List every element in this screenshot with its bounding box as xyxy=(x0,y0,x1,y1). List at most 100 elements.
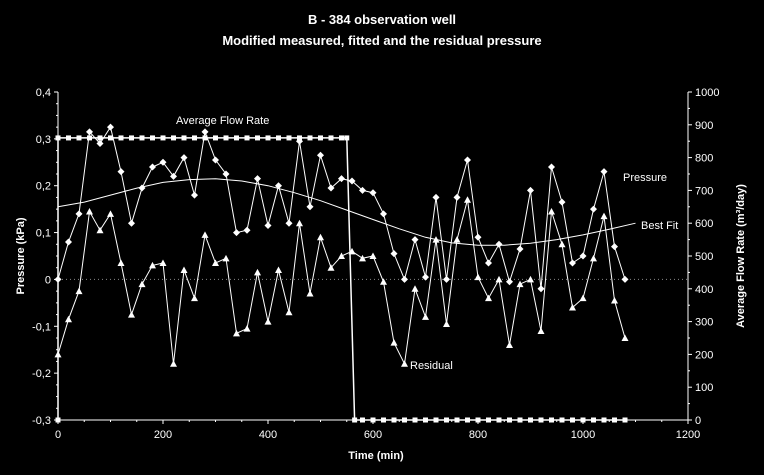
pressure-point xyxy=(254,175,261,183)
flow-rate-point xyxy=(360,417,365,423)
y-tick-label: 0,4 xyxy=(36,87,51,99)
residual-point xyxy=(243,325,251,332)
pressure-point xyxy=(180,154,188,162)
residual-point xyxy=(443,320,450,327)
pressure-point xyxy=(558,198,566,206)
flow-rate-point xyxy=(412,417,418,423)
y-tick-label: -0,2 xyxy=(32,368,51,380)
residual-point xyxy=(621,334,629,341)
pressure-point xyxy=(621,275,629,283)
pressure-point xyxy=(380,210,387,218)
flow-rate-point xyxy=(344,135,350,141)
flow-rate-point xyxy=(171,135,176,141)
flow-rate-annotation: Average Flow Rate xyxy=(176,115,269,127)
flow-rate-point xyxy=(528,417,533,423)
y-tick-label: 0,3 xyxy=(36,134,51,146)
flow-rate-point xyxy=(244,135,250,141)
y2-tick-label: 300 xyxy=(695,317,713,329)
pressure-point xyxy=(422,273,429,281)
flow-rate-point xyxy=(549,417,554,423)
pressure-point xyxy=(75,210,83,218)
residual-point xyxy=(212,259,219,267)
flow-rate-point xyxy=(570,417,575,423)
y2-tick-label: 0 xyxy=(695,415,701,427)
flow-rate-point xyxy=(433,417,439,423)
flow-rate-point xyxy=(465,417,470,423)
residual-point xyxy=(86,207,93,215)
residual-point xyxy=(537,327,545,334)
flow-rate-point xyxy=(601,417,607,423)
pressure-point xyxy=(443,275,450,283)
pressure-point xyxy=(275,182,282,190)
flow-rate-point xyxy=(223,135,229,141)
x-tick-label: 1200 xyxy=(676,429,700,441)
residual-point xyxy=(411,285,419,292)
pressure-point xyxy=(212,156,219,164)
flow-rate-point xyxy=(297,135,302,141)
residual-point xyxy=(159,259,167,267)
flow-rate-point xyxy=(496,417,502,423)
pressure-point xyxy=(401,275,408,283)
residual-point xyxy=(548,207,555,215)
residual-point xyxy=(222,254,230,262)
residual-annotation: Residual xyxy=(410,360,453,372)
residual-point xyxy=(600,212,608,220)
pressure-point xyxy=(495,240,503,248)
pressure-point xyxy=(170,172,177,180)
y2-tick-label: 800 xyxy=(695,153,713,165)
pressure-annotation: Pressure xyxy=(623,172,667,184)
residual-point xyxy=(254,268,261,276)
y2-tick-label: 500 xyxy=(695,251,713,263)
axes: -0,3 -0,2 -0,1 0 0,1 0,2 0,3 0,4 0 100 200 300 400 50… xyxy=(32,87,719,441)
pressure-point xyxy=(348,177,356,185)
y2-tick-label: 700 xyxy=(695,185,713,197)
pressure-point xyxy=(327,184,335,192)
residual-point xyxy=(138,280,146,288)
flow-rate-point xyxy=(402,417,407,423)
residual-point xyxy=(464,196,471,203)
pressure-point xyxy=(537,285,545,293)
pressure-point xyxy=(201,128,209,136)
pressure-point xyxy=(317,151,324,159)
residual-point xyxy=(317,233,324,241)
residual-point xyxy=(306,289,314,297)
flow-rate-point xyxy=(286,135,292,141)
flow-rate-point xyxy=(444,417,449,423)
flow-rate-point xyxy=(318,135,323,141)
residual-point xyxy=(359,254,366,262)
flow-rate-point xyxy=(97,135,103,141)
y2-tick-label: 900 xyxy=(695,120,713,132)
y-tick-label: 0,1 xyxy=(36,228,51,240)
pressure-point xyxy=(243,226,251,234)
pressure-point xyxy=(611,243,618,251)
x-axis-label: Time (min) xyxy=(348,450,404,462)
flow-rate-point xyxy=(391,417,397,423)
flow-rate-point xyxy=(181,135,187,141)
residual-point xyxy=(569,304,576,311)
residual-point xyxy=(506,341,513,349)
pressure-point xyxy=(474,233,482,241)
pressure-point xyxy=(285,219,293,227)
residual-point xyxy=(369,252,377,259)
flow-rate-point xyxy=(202,135,208,141)
y2-tick-label: 200 xyxy=(695,349,713,361)
residual-point xyxy=(516,280,524,288)
pressure-point xyxy=(464,156,471,164)
residual-point xyxy=(453,236,461,243)
pressure-point xyxy=(96,140,104,148)
flow-rate-point xyxy=(580,417,586,423)
residual-point xyxy=(327,264,335,271)
flow-rate-point xyxy=(192,135,197,141)
pressure-point xyxy=(600,168,608,176)
pressure-point xyxy=(569,259,576,267)
residual-point xyxy=(401,360,408,367)
flow-rate-point xyxy=(276,135,281,141)
residual-point xyxy=(590,254,597,262)
flow-rate-point xyxy=(370,417,376,423)
residual-point xyxy=(275,266,282,274)
flow-rate-point xyxy=(118,135,124,141)
pressure-point xyxy=(306,203,314,211)
series-layer xyxy=(54,123,636,423)
residual-point xyxy=(495,275,503,283)
